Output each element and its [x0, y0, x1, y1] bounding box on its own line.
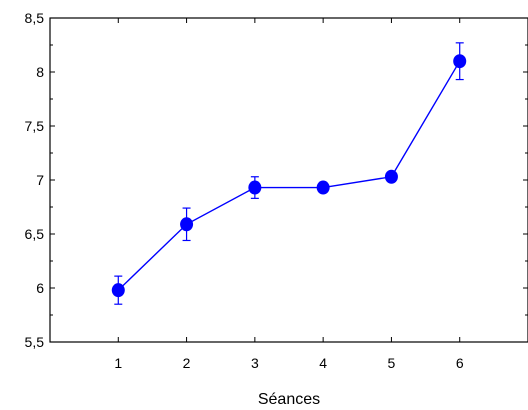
y-tick-label: 7,5	[25, 118, 45, 134]
x-axis-title: Séances	[258, 391, 320, 408]
data-point	[316, 180, 330, 195]
y-tick-label: 5,5	[25, 334, 45, 350]
y-tick-label: 6,5	[25, 226, 45, 242]
data-point	[453, 54, 467, 69]
series-layer	[111, 42, 467, 305]
y-tick-label: 6	[36, 280, 44, 296]
data-point	[384, 169, 398, 184]
y-tick-label: 7	[36, 172, 44, 188]
y-axis: 5,5 6 6,5 7 7,5 8 8,5	[25, 10, 528, 350]
x-tick-label: 6	[456, 355, 464, 371]
x-tick-label: 5	[388, 355, 396, 371]
x-tick-label: 1	[114, 355, 122, 371]
x-tick-label: 3	[251, 355, 259, 371]
x-tick-label: 4	[319, 355, 327, 371]
x-axis: 1 2 3 4 5 6	[114, 18, 464, 371]
x-tick-label: 2	[183, 355, 191, 371]
data-point	[248, 180, 262, 195]
y-tick-label: 8	[36, 64, 44, 80]
series-line	[117, 60, 461, 291]
y-tick-label: 8,5	[25, 10, 45, 26]
data-point	[111, 283, 125, 298]
data-point	[180, 217, 194, 232]
